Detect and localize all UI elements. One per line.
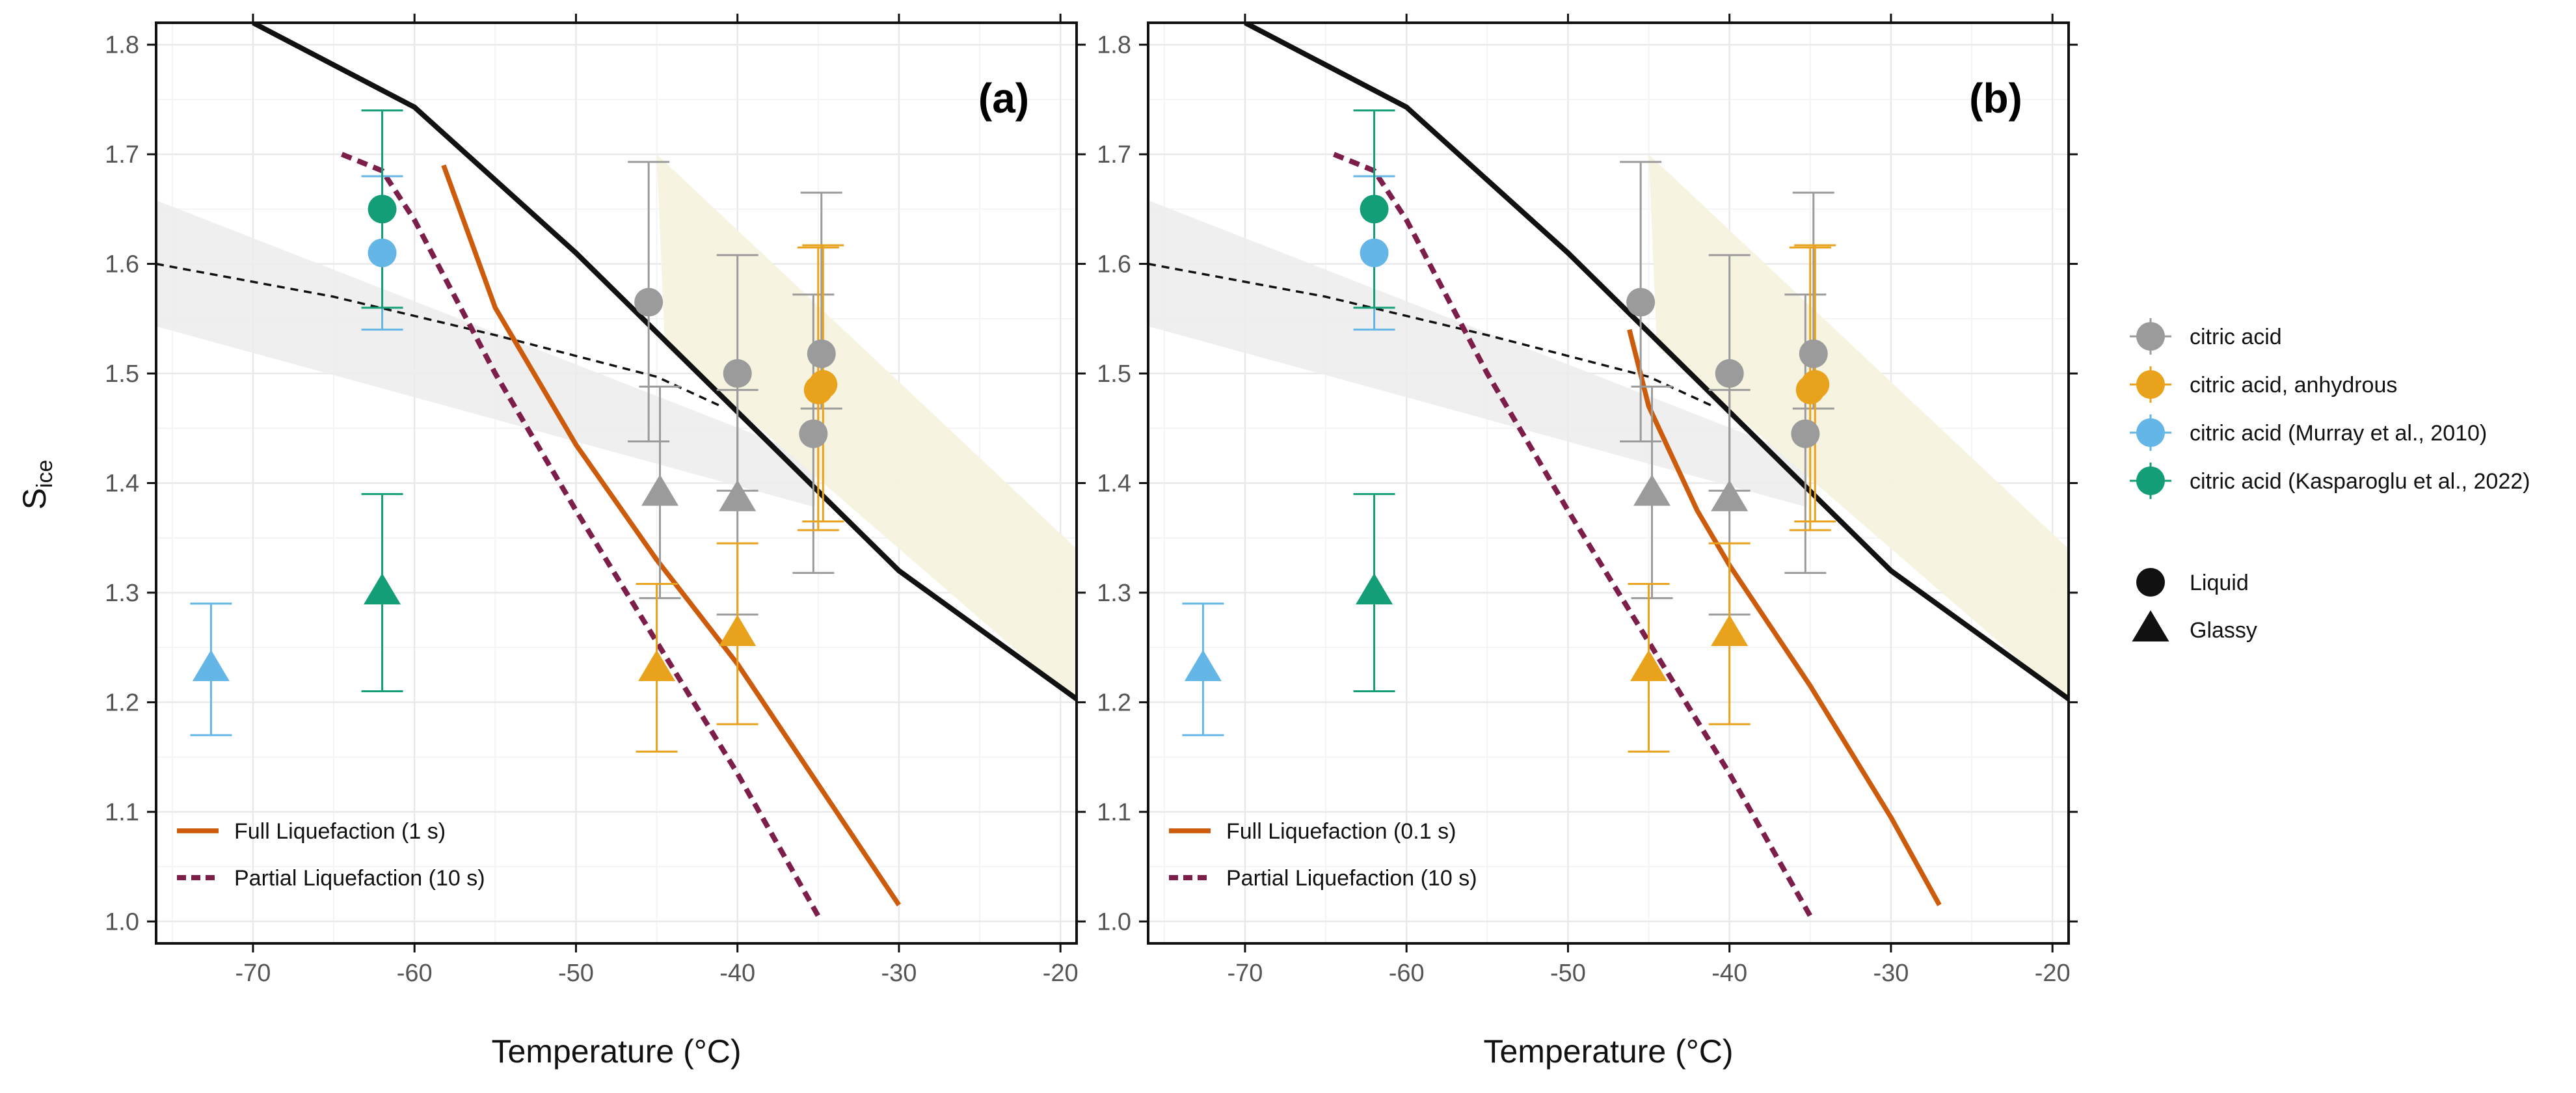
x-tick-label: -60: [1389, 960, 1425, 987]
full-liquefaction-line: [441, 164, 902, 907]
black-threshold-line: [1244, 23, 2069, 701]
plot-area: [156, 23, 1077, 943]
y-tick-label: 1.1: [105, 799, 139, 826]
x-tick-label: -50: [558, 960, 594, 987]
data-point-liquid: [368, 195, 397, 224]
legend-label-glassy: Glassy: [2190, 618, 2257, 643]
y-tick-label: 1.5: [105, 360, 139, 388]
y-tick-label: 1.2: [105, 689, 139, 716]
data-point-glassy: [1711, 479, 1749, 511]
legend-label-full-liquefaction: Full Liquefaction (0.1 s): [1226, 819, 1456, 844]
legend: citric acid citric acid, anhydrous citric …: [2130, 318, 2530, 643]
data-point-liquid: [1626, 288, 1656, 317]
y-tick-label: 1.0: [1097, 908, 1131, 936]
data-point-liquid: [807, 339, 836, 368]
data-point-glassy: [719, 479, 757, 511]
panel-b: -70 -60 -50 -40 -30 -20 1.0 1.1 1.2 1.3 1.4 1.5 1.6 1…: [1097, 14, 2078, 1070]
data-point-glassy: [641, 474, 679, 506]
axis-ticks: -70 -60 -50 -40 -30 -20 1.0 1.1 1.2 1.3 1.4 1.5 1.6 1…: [1097, 14, 2078, 987]
y-tick-label: 1.0: [105, 908, 139, 936]
x-tick-label: -30: [1873, 960, 1909, 987]
legend-key-series: [2136, 418, 2165, 447]
y-tick-label: 1.6: [105, 251, 139, 278]
black-threshold-line: [252, 23, 1077, 701]
x-tick-label: -20: [1043, 960, 1079, 987]
data-point-liquid: [1799, 339, 1828, 368]
legend-label-series: citric acid: [2190, 325, 2282, 349]
y-tick-label: 1.7: [105, 141, 139, 169]
partial-liquefaction-line: [1332, 152, 1813, 917]
partial-liquefaction-line: [340, 152, 821, 917]
yellow-region-band: [1648, 154, 2069, 703]
y-tick-label: 1.8: [105, 32, 139, 59]
legend-label-series: citric acid (Kasparoglu et al., 2022): [2190, 469, 2530, 494]
panel-label: (b): [1969, 75, 2022, 122]
legend-key-series: [2136, 466, 2165, 495]
legend-label-partial-liquefaction: Partial Liquefaction (10 s): [1226, 866, 1477, 891]
data-point-glassy: [192, 649, 230, 681]
data-point-glassy: [1633, 474, 1671, 506]
y-tick-label: 1.3: [1097, 580, 1131, 607]
data-point-liquid: [634, 288, 664, 317]
y-tick-label: 1.7: [1097, 141, 1131, 169]
legend-key-series: [2136, 322, 2165, 351]
data-point-liquid: [1715, 359, 1744, 388]
data-point-liquid: [1360, 238, 1389, 267]
panel-label: (a): [978, 75, 1029, 122]
data-point-glassy: [1711, 614, 1749, 646]
y-tick-label: 1.5: [1097, 360, 1131, 388]
y-tick-label: 1.2: [1097, 689, 1131, 716]
data-point-glassy: [1356, 573, 1393, 604]
x-tick-label: -40: [719, 960, 755, 987]
yellow-region-band: [656, 154, 1077, 703]
data-point-liquid: [723, 359, 752, 388]
y-axis-title: Sice: [16, 460, 57, 510]
line-legend: Full Liquefaction (1 s) Partial Liquefact…: [177, 819, 485, 891]
x-tick-label: -70: [235, 960, 271, 987]
x-tick-label: -40: [1711, 960, 1747, 987]
y-axis-title-subscript: ice: [33, 460, 57, 488]
y-axis-title-main: S: [16, 488, 53, 509]
legend-key-series: [2136, 370, 2165, 399]
data-point-liquid: [368, 238, 397, 267]
y-tick-label: 1.4: [1097, 470, 1131, 498]
data-point-liquid: [1791, 419, 1820, 448]
plot-area: [1148, 23, 2069, 943]
y-tick-label: 1.4: [105, 470, 139, 498]
x-tick-label: -60: [397, 960, 433, 987]
y-tick-label: 1.1: [1097, 799, 1131, 826]
x-tick-label: -20: [2035, 960, 2071, 987]
legend-key-glassy: [2132, 610, 2169, 641]
x-tick-label: -70: [1227, 960, 1263, 987]
legend-label-liquid: Liquid: [2190, 571, 2249, 595]
data-point-glassy: [719, 614, 757, 646]
legend-key-liquid: [2136, 568, 2165, 597]
data-point-liquid: [803, 375, 833, 405]
legend-label-series: citric acid (Murray et al., 2010): [2190, 421, 2487, 446]
y-tick-label: 1.3: [105, 580, 139, 607]
legend-label-full-liquefaction: Full Liquefaction (1 s): [234, 819, 446, 844]
data-point-glassy: [364, 573, 401, 604]
legend-label-series: citric acid, anhydrous: [2190, 373, 2397, 398]
data-point-liquid: [1795, 375, 1825, 405]
data-point-liquid: [1360, 195, 1389, 224]
shared-axis-labels: Sice: [16, 460, 57, 510]
x-axis-title: Temperature (°C): [1484, 1033, 1734, 1070]
data-point-glassy: [1630, 649, 1668, 681]
x-tick-label: -50: [1550, 960, 1586, 987]
x-axis-title: Temperature (°C): [492, 1033, 742, 1070]
y-tick-label: 1.8: [1097, 32, 1131, 59]
x-tick-label: -30: [881, 960, 917, 987]
panel-a: -70 -60 -50 -40 -30 -20 1.0 1.1 1.2 1.3 1.4 1.5 1.6 1…: [105, 14, 1086, 1070]
y-tick-label: 1.6: [1097, 251, 1131, 278]
data-point-glassy: [1184, 649, 1222, 681]
legend-label-partial-liquefaction: Partial Liquefaction (10 s): [234, 866, 485, 891]
line-legend: Full Liquefaction (0.1 s) Partial Liquefa…: [1169, 819, 1477, 891]
data-point-glassy: [638, 649, 676, 681]
axis-ticks: -70 -60 -50 -40 -30 -20 1.0 1.1 1.2 1.3 1.4 1.5 1.6 1…: [105, 14, 1086, 987]
data-point-liquid: [799, 419, 828, 448]
